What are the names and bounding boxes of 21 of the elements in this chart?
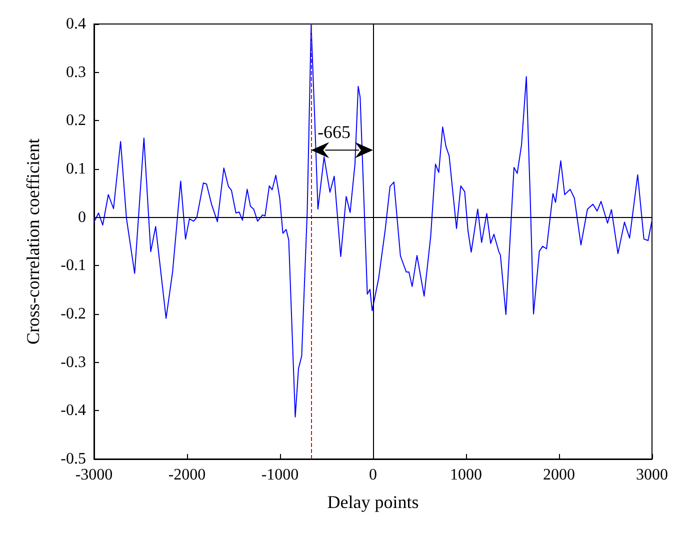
- x-tick-label: 3000: [636, 466, 668, 484]
- x-tick-label: 0: [369, 466, 377, 484]
- y-tick-label: 0.2: [66, 112, 86, 130]
- x-tick-label: -2000: [168, 466, 206, 484]
- x-axis-title: Delay points: [327, 492, 419, 512]
- y-tick-label: -0.4: [60, 402, 86, 420]
- y-tick-label: -0.3: [60, 354, 86, 371]
- x-tick-label: -1000: [261, 466, 299, 484]
- x-tick-label: 1000: [450, 466, 482, 484]
- x-tick-label: -3000: [75, 466, 113, 484]
- y-tick-label: -0.1: [60, 257, 86, 274]
- y-tick-label: 0.3: [66, 64, 86, 81]
- y-tick-label: -0.2: [60, 306, 86, 322]
- annotation: -665: [318, 122, 351, 142]
- y-tick-label: 0.4: [66, 16, 86, 32]
- x-tick-label: 2000: [543, 466, 575, 484]
- y-tick-label: 0.1: [66, 160, 86, 178]
- line-series: [94, 24, 652, 418]
- y-axis-title: Cross-correlation coefficient: [23, 138, 43, 345]
- y-tick-label: 0: [78, 208, 86, 226]
- y-tick-label: -0.5: [60, 450, 86, 468]
